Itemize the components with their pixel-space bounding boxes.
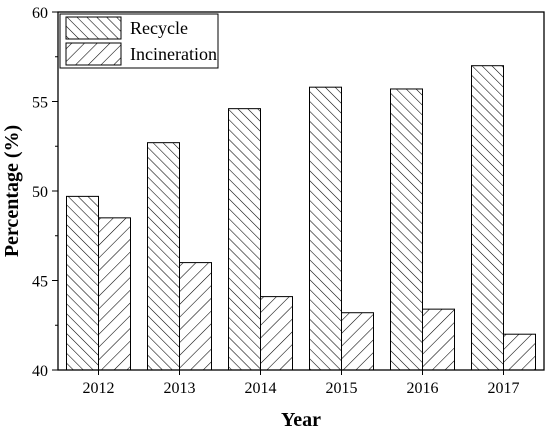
bar-recycle-2016 [390, 88, 423, 371]
x-axis: 2012 2013 2014 2015 2016 2017 [83, 370, 520, 397]
y-tick-label: 50 [32, 184, 48, 201]
bars-group [66, 65, 536, 371]
y-axis-title: Percentage (%) [1, 125, 23, 257]
legend-label-recycle: Recycle [130, 18, 188, 38]
y-tick-label: 40 [32, 363, 48, 380]
bar-incineration-2013 [179, 262, 212, 371]
x-axis-title: Year [281, 409, 321, 431]
bar-recycle-2012 [66, 195, 99, 371]
y-axis: 40 45 50 55 60 [32, 5, 58, 380]
bar-recycle-2014 [228, 108, 261, 371]
bar-incineration-2014 [260, 296, 293, 371]
bar-recycle-2017 [471, 65, 504, 371]
legend: Recycle Incineration [59, 13, 219, 69]
y-tick-label: 60 [32, 5, 48, 22]
bar-recycle-2013 [147, 142, 180, 371]
x-tick-label: 2013 [164, 380, 196, 397]
bar-incineration-2016 [422, 308, 455, 371]
x-tick-label: 2012 [83, 380, 115, 397]
legend-label-incineration: Incineration [130, 44, 217, 64]
bar-recycle-2015 [309, 86, 342, 371]
x-tick-label: 2017 [488, 380, 520, 397]
y-tick-label: 45 [32, 274, 48, 291]
bar-incineration-2015 [341, 312, 374, 371]
y-tick-label: 55 [32, 95, 48, 112]
x-tick-label: 2016 [407, 380, 439, 397]
x-tick-label: 2015 [326, 380, 358, 397]
legend-swatch-incineration [65, 42, 122, 66]
bar-incineration-2017 [503, 333, 536, 371]
x-tick-label: 2014 [245, 380, 277, 397]
legend-swatch-recycle [65, 16, 122, 40]
bar-incineration-2012 [98, 217, 131, 371]
